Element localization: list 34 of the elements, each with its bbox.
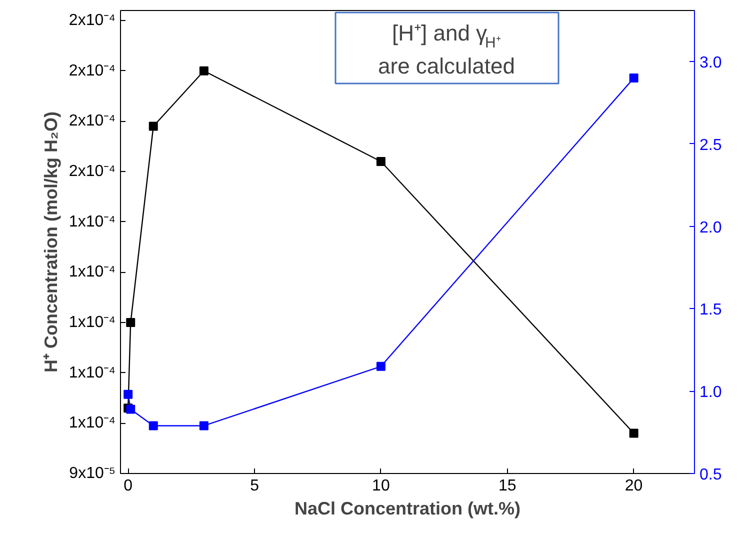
point bbox=[376, 156, 386, 166]
point bbox=[148, 122, 158, 131]
x-tick-label: 15 bbox=[498, 478, 516, 494]
y2-tick-label: 3.0 bbox=[700, 54, 722, 72]
point bbox=[126, 404, 136, 414]
point bbox=[199, 66, 208, 76]
y2-tick-label: 2.0 bbox=[700, 219, 722, 236]
y-tick-label: 1x10⁻⁴ bbox=[68, 364, 116, 382]
y-axis-title: H⁺ Concentration (mol/kg H₂O) bbox=[40, 111, 61, 372]
y-tick-label: 2x10⁻⁴ bbox=[68, 163, 116, 180]
point bbox=[148, 421, 158, 430]
y-tick-label: 1x10⁻⁴ bbox=[68, 264, 116, 281]
x-axis-title: NaCl Concentration (wt.%) bbox=[294, 498, 521, 518]
x-tick-label: 20 bbox=[624, 478, 643, 494]
point bbox=[629, 74, 638, 83]
y2-tick-label: 1.5 bbox=[700, 302, 722, 319]
y2-tick-label: 2.5 bbox=[700, 136, 722, 154]
y-tick-label: 2x10⁻⁴ bbox=[68, 12, 116, 30]
y-tick-label: 1x10⁻⁴ bbox=[68, 314, 116, 332]
x-tick-label: 0 bbox=[124, 478, 133, 494]
y-tick-label: 1x10⁻⁴ bbox=[68, 213, 116, 230]
y-tick-label: 2x10⁻⁴ bbox=[68, 62, 116, 80]
point bbox=[376, 362, 386, 371]
y2-tick-label: 1.0 bbox=[700, 384, 722, 402]
x-tick-label: 5 bbox=[250, 478, 260, 494]
y-tick-label: 2x10⁻⁴ bbox=[68, 112, 116, 130]
y2-tick-label: 0.5 bbox=[700, 466, 722, 484]
y-tick-label: 1x10⁻⁴ bbox=[68, 414, 116, 432]
point bbox=[124, 390, 133, 399]
y-tick-label: 9x10⁻⁵ bbox=[69, 465, 116, 482]
point bbox=[126, 318, 136, 328]
point bbox=[199, 421, 208, 430]
x-tick-label: 10 bbox=[372, 478, 390, 494]
point bbox=[629, 428, 638, 438]
